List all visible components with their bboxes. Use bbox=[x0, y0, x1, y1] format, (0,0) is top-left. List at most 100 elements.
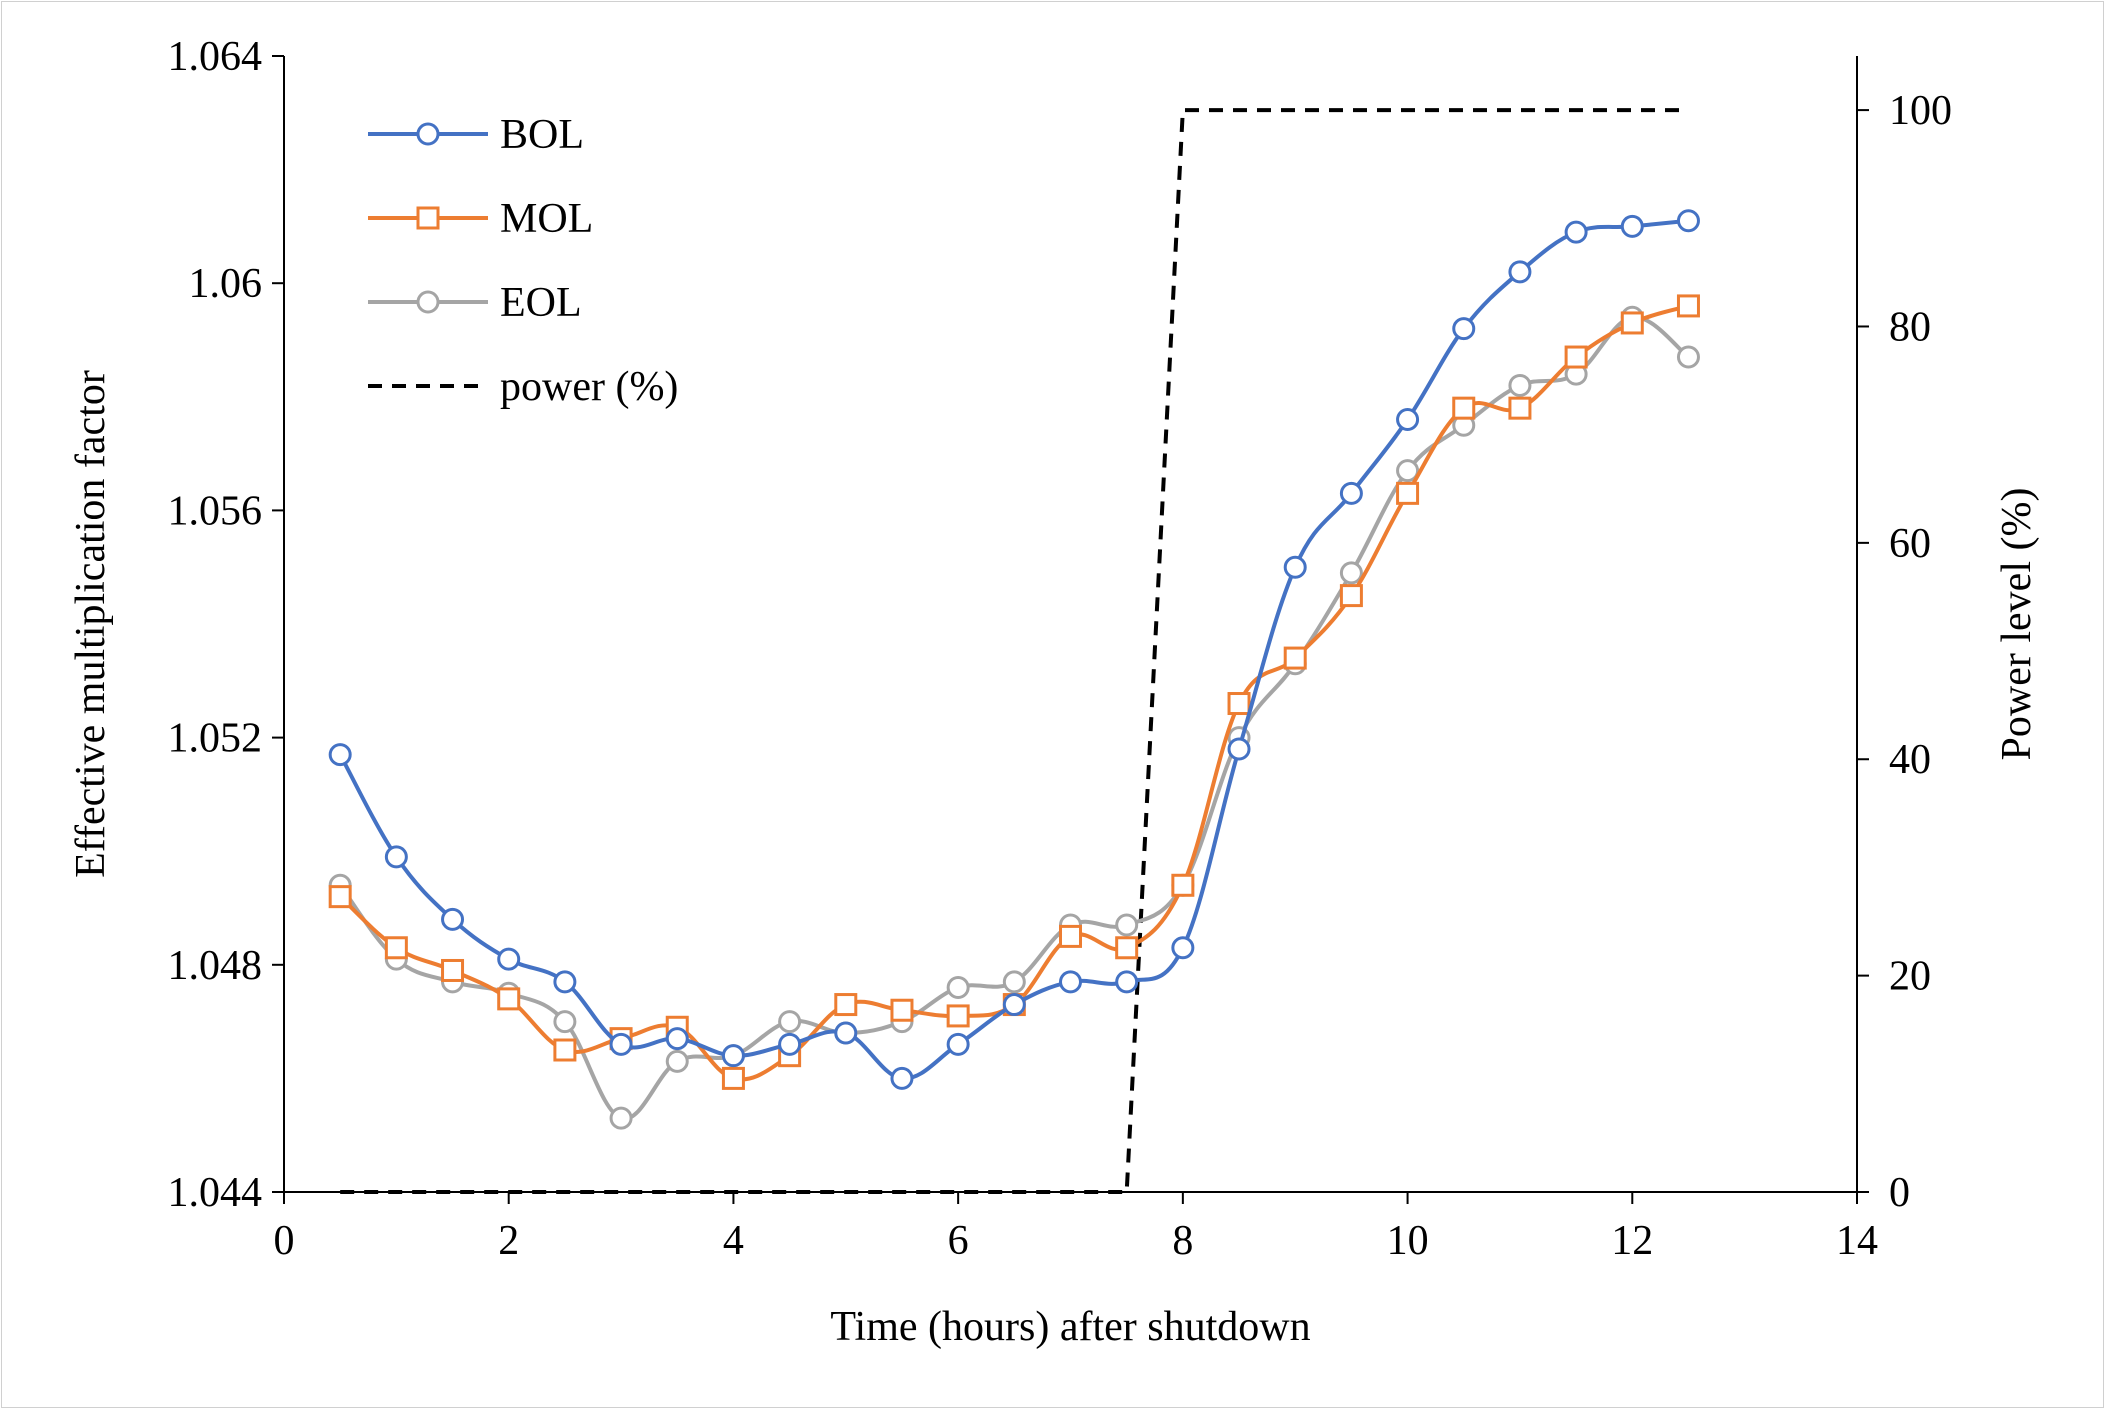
y2-tick-label: 40 bbox=[1889, 737, 1931, 783]
legend-label: power (%) bbox=[500, 364, 678, 410]
y2-tick-label: 0 bbox=[1889, 1170, 1910, 1216]
legend-item: EOL bbox=[368, 280, 582, 326]
series-layer bbox=[328, 108, 1700, 1194]
x-tick-label: 8 bbox=[1172, 1218, 1193, 1264]
axes: 0 2 4 6 8 10 12 14 1.044 1.048 1.052 1.056 1.06 1.064… bbox=[168, 34, 1953, 1264]
mol-point bbox=[328, 885, 352, 909]
bol-point bbox=[609, 1032, 633, 1056]
bol-line bbox=[338, 218, 1689, 1081]
bol-point bbox=[1396, 408, 1420, 432]
mol-line bbox=[338, 304, 1690, 1082]
x-tick-label: 0 bbox=[274, 1218, 295, 1264]
bol-point bbox=[497, 947, 521, 971]
mol-point bbox=[1115, 936, 1139, 960]
bol-point bbox=[721, 1044, 745, 1068]
bol-point bbox=[1002, 993, 1026, 1017]
x-tick-label: 2 bbox=[498, 1218, 519, 1264]
bol-point bbox=[441, 907, 465, 931]
legend-item: power (%) bbox=[368, 364, 678, 410]
y-tick-label: 1.06 bbox=[189, 261, 263, 307]
bol-point bbox=[1283, 555, 1307, 579]
mol-point bbox=[946, 1004, 970, 1028]
y2-tick-label: 80 bbox=[1889, 304, 1931, 350]
eol-point bbox=[665, 1049, 689, 1073]
mol-point bbox=[1620, 311, 1644, 335]
y-tick-label: 1.052 bbox=[168, 716, 263, 762]
legend-item: BOL bbox=[368, 112, 584, 158]
y-tick-label: 1.044 bbox=[168, 1170, 263, 1216]
mol-point bbox=[1508, 396, 1532, 420]
legend-marker bbox=[416, 290, 440, 314]
y2-axis-title: Power level (%) bbox=[1994, 488, 2040, 761]
series-mol bbox=[328, 294, 1700, 1090]
bol-point bbox=[890, 1066, 914, 1090]
bol-point bbox=[1115, 970, 1139, 994]
bol-point bbox=[1171, 936, 1195, 960]
x-tick-label: 10 bbox=[1387, 1218, 1429, 1264]
mol-point bbox=[721, 1066, 745, 1090]
bol-point bbox=[1339, 481, 1363, 505]
mol-point bbox=[1676, 294, 1700, 318]
mol-point bbox=[1283, 646, 1307, 670]
x-tick-label: 14 bbox=[1836, 1218, 1878, 1264]
series-power bbox=[340, 108, 1689, 1194]
mol-point bbox=[1396, 481, 1420, 505]
mol-point bbox=[1339, 584, 1363, 608]
y2-tick-label: 20 bbox=[1889, 954, 1931, 1000]
mol-point bbox=[1564, 345, 1588, 369]
series-bol bbox=[328, 209, 1700, 1090]
x-axis-title: Time (hours) after shutdown bbox=[830, 1304, 1310, 1350]
y2-tick-label: 100 bbox=[1889, 88, 1952, 134]
eol-point bbox=[778, 1010, 802, 1034]
bol-point bbox=[778, 1032, 802, 1056]
bol-point bbox=[328, 743, 352, 767]
mol-point bbox=[890, 998, 914, 1022]
legend-marker bbox=[416, 122, 440, 146]
eol-point bbox=[1002, 970, 1026, 994]
bol-point bbox=[946, 1032, 970, 1056]
x-tick-label: 6 bbox=[948, 1218, 969, 1264]
x-tick-label: 4 bbox=[723, 1218, 744, 1264]
mol-point bbox=[553, 1038, 577, 1062]
power-line bbox=[340, 108, 1689, 1194]
eol-point bbox=[1508, 373, 1532, 397]
legend-label: BOL bbox=[500, 112, 584, 158]
legend-label: MOL bbox=[500, 196, 593, 242]
mol-point bbox=[497, 987, 521, 1011]
bol-point bbox=[834, 1021, 858, 1045]
legend: BOL MOL EOL power (%) bbox=[368, 112, 678, 410]
bol-point bbox=[665, 1027, 689, 1051]
bol-point bbox=[1564, 220, 1588, 244]
bol-point bbox=[384, 845, 408, 869]
eol-point bbox=[1396, 459, 1420, 483]
y2-tick-label: 60 bbox=[1889, 521, 1931, 567]
y-axis-title: Effective multiplication factor bbox=[68, 370, 114, 878]
eol-point bbox=[946, 976, 970, 1000]
x-tick-label: 12 bbox=[1611, 1218, 1653, 1264]
y-tick-label: 1.056 bbox=[168, 488, 263, 534]
mol-point bbox=[1452, 396, 1476, 420]
bol-point bbox=[1227, 737, 1251, 761]
mol-point bbox=[384, 936, 408, 960]
legend-label: EOL bbox=[500, 280, 582, 326]
mol-point bbox=[1227, 692, 1251, 716]
eol-point bbox=[1676, 345, 1700, 369]
mol-point bbox=[1059, 924, 1082, 948]
bol-point bbox=[1508, 260, 1532, 284]
legend-item: MOL bbox=[368, 196, 593, 242]
y-tick-label: 1.048 bbox=[168, 943, 263, 989]
eol-point bbox=[1115, 913, 1139, 937]
y-tick-label: 1.064 bbox=[168, 34, 263, 80]
bol-point bbox=[1676, 209, 1700, 233]
mol-point bbox=[441, 958, 465, 982]
eol-point bbox=[609, 1106, 633, 1130]
eol-point bbox=[553, 1010, 577, 1034]
bol-point bbox=[1059, 970, 1082, 994]
bol-point bbox=[1620, 214, 1644, 238]
bol-point bbox=[1452, 317, 1476, 341]
mol-point bbox=[1171, 873, 1195, 897]
mol-point bbox=[834, 993, 858, 1017]
legend-marker bbox=[416, 206, 440, 230]
